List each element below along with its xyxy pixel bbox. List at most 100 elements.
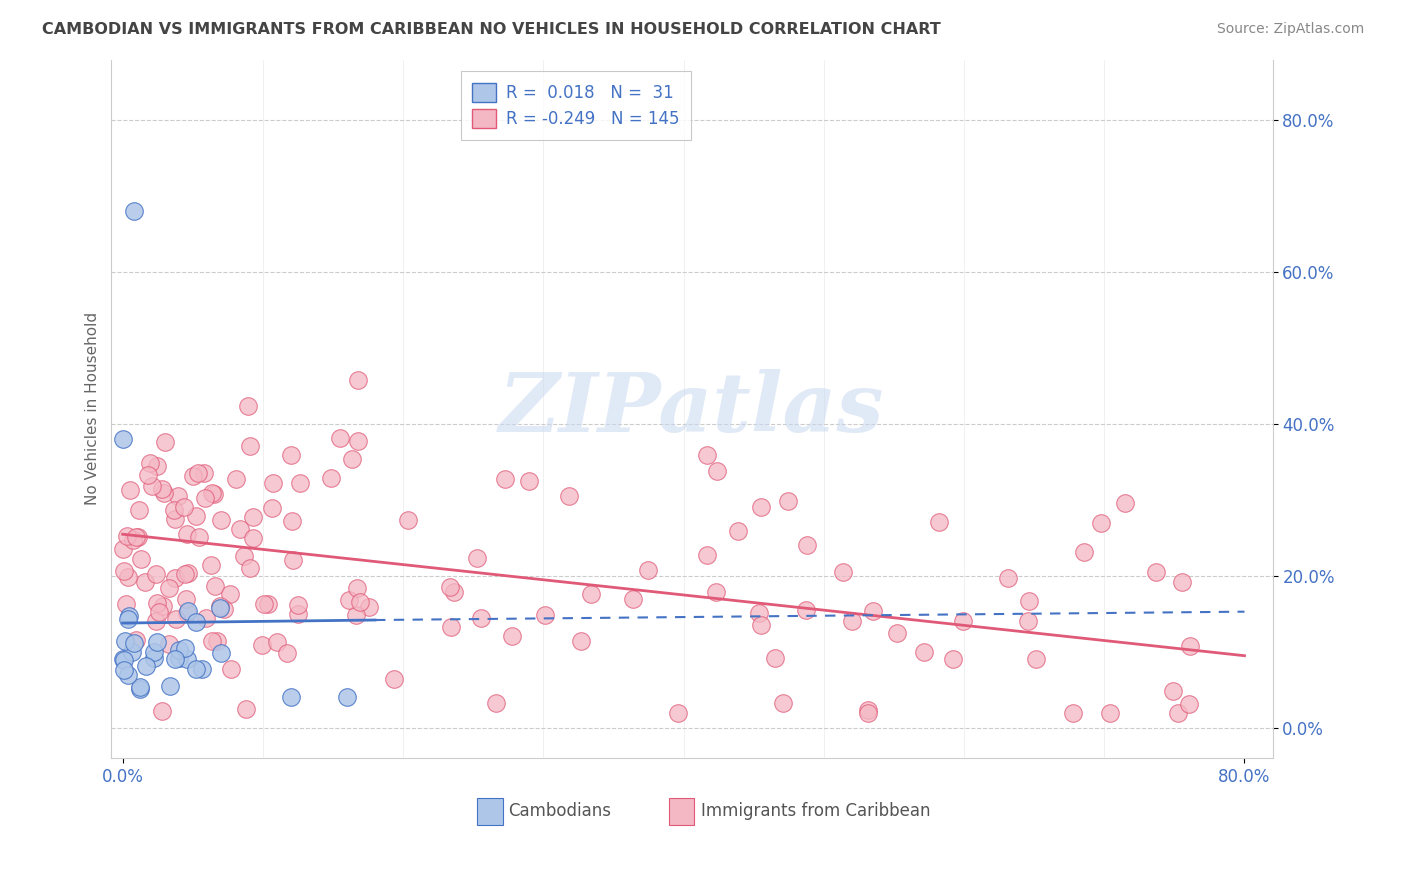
Point [209, 599, 232, 614]
Point [145, 567, 167, 582]
Point [122, 204, 145, 219]
Point [176, 607, 198, 621]
Text: ZIPatlas: ZIPatlas [499, 369, 884, 449]
Point [212, 602, 235, 616]
Point [139, 456, 162, 470]
Point [146, 459, 169, 474]
Point [135, 659, 157, 673]
Point [856, 703, 879, 717]
Point [153, 486, 176, 500]
Text: Immigrants from Caribbean: Immigrants from Caribbean [702, 802, 931, 820]
Point [287, 607, 309, 621]
Point [194, 611, 217, 625]
Point [114, 633, 136, 648]
Point [112, 651, 135, 665]
Point [942, 652, 965, 666]
Point [396, 513, 419, 527]
Point [862, 604, 884, 618]
Point [209, 647, 232, 661]
Point [1114, 495, 1136, 509]
Point [128, 502, 150, 516]
Point [276, 646, 298, 660]
Point [704, 585, 727, 599]
Point [229, 522, 252, 536]
Point [177, 604, 200, 618]
Point [281, 553, 304, 567]
Point [439, 580, 461, 594]
Point [696, 448, 718, 462]
Point [150, 704, 173, 718]
Point [134, 574, 156, 589]
Point [129, 680, 152, 694]
Point [856, 706, 879, 720]
Point [288, 475, 311, 490]
Point [579, 587, 602, 601]
Point [173, 500, 195, 515]
Point [494, 473, 516, 487]
Point [184, 508, 207, 523]
Point [112, 663, 135, 677]
Point [194, 491, 217, 505]
Text: Cambodians: Cambodians [509, 802, 612, 820]
Point [173, 640, 195, 655]
Point [232, 549, 254, 563]
Point [202, 486, 225, 500]
Point [1178, 697, 1201, 711]
Point [1180, 640, 1202, 654]
Point [242, 510, 264, 524]
Point [696, 548, 718, 562]
Point [177, 566, 200, 581]
Point [145, 614, 167, 628]
Point [166, 489, 188, 503]
Point [115, 597, 138, 611]
Point [470, 611, 492, 625]
Point [142, 651, 165, 665]
Point [184, 615, 207, 630]
Point [112, 564, 135, 578]
Point [439, 620, 461, 634]
Legend: R =  0.018   N =  31, R = -0.249   N = 145: R = 0.018 N = 31, R = -0.249 N = 145 [461, 71, 690, 140]
Point [666, 706, 689, 720]
Point [346, 373, 368, 387]
Point [280, 448, 302, 462]
Point [153, 435, 176, 450]
Point [181, 468, 204, 483]
Point [321, 471, 343, 485]
Point [359, 600, 381, 615]
Point [165, 652, 187, 666]
Point [287, 599, 309, 613]
Point [253, 597, 276, 611]
Point [121, 645, 143, 659]
Point [346, 582, 368, 596]
Point [751, 618, 773, 632]
Point [772, 696, 794, 710]
Point [121, 533, 143, 547]
Point [148, 605, 170, 619]
Point [260, 500, 283, 515]
Point [727, 524, 749, 538]
Point [167, 651, 190, 665]
Point [157, 636, 180, 650]
Point [117, 609, 139, 624]
Point [796, 538, 818, 552]
Point [443, 585, 465, 599]
Point [188, 530, 211, 544]
Point [534, 607, 557, 622]
Point [637, 563, 659, 577]
Point [1098, 706, 1121, 720]
Point [167, 643, 190, 657]
Point [115, 529, 138, 543]
Point [235, 702, 257, 716]
Point [280, 514, 302, 528]
Point [165, 571, 187, 585]
Point [117, 667, 139, 681]
Point [749, 500, 772, 514]
Point [205, 634, 228, 648]
Point [200, 558, 222, 572]
Point [336, 690, 359, 705]
Point [157, 582, 180, 596]
Point [347, 434, 370, 449]
Point [129, 552, 152, 566]
Point [1025, 652, 1047, 666]
Point [776, 494, 799, 508]
